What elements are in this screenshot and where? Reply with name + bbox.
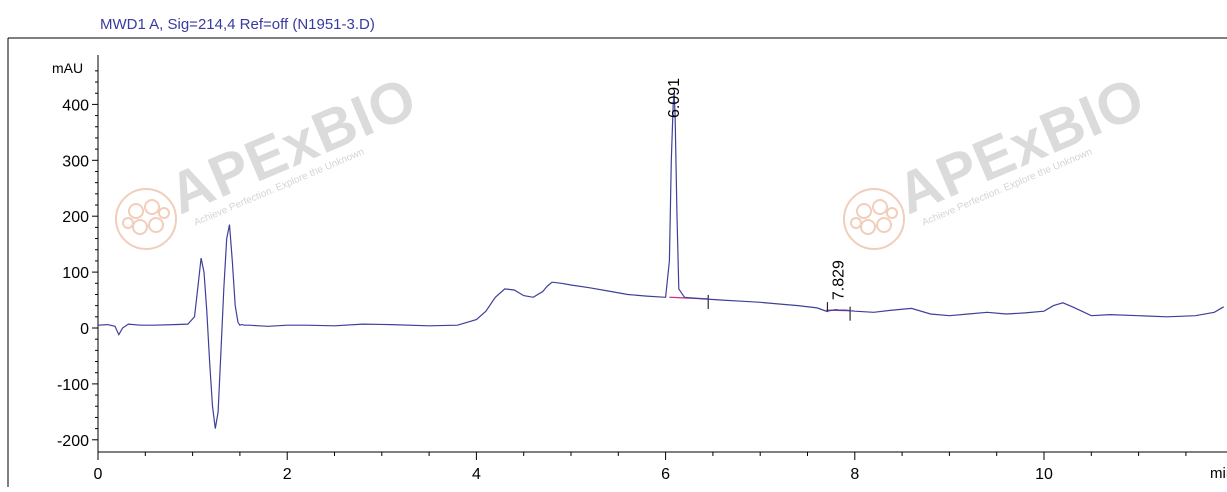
watermark-brand-1: APExBIO [160,65,426,227]
x-axis-label: min [1210,465,1227,482]
y-axis-label: mAU [52,60,83,76]
x-tick-label: 10 [1035,466,1053,483]
peak-labels: 6.091 7.829 [666,78,847,300]
y-tick-label: 100 [62,265,89,282]
watermark-brand-2: APExBIO [888,65,1154,227]
watermark-logo-1: APExBIO Achieve Perfection. Explore the … [115,65,426,250]
peak-label: 6.091 [666,78,683,118]
signal-trace [97,93,1225,429]
peak-label: 7.829 [831,260,848,300]
x-tick-label: 4 [472,466,481,483]
chart-title: MWD1 A, Sig=214,4 Ref=off (N1951-3.D) [100,16,375,33]
y-tick-label: 300 [62,153,89,170]
y-tick-label: 200 [62,209,89,226]
watermark-logo-2: APExBIO Achieve Perfection. Explore the … [843,65,1154,250]
y-tick-label: 400 [62,97,89,114]
x-ticks: 0 2 4 6 8 10 [94,452,1187,483]
watermark-sphere-icon [115,188,177,250]
y-ticks: 400 300 200 100 0 -100 -200 [57,70,98,450]
y-tick-label: 0 [80,321,89,338]
x-tick-label: 0 [94,466,103,483]
y-tick-label: -100 [57,377,89,394]
y-tick-label: -200 [57,433,89,450]
watermark-sphere-icon [843,188,905,250]
x-tick-label: 6 [661,466,670,483]
x-tick-label: 2 [283,466,292,483]
x-tick-label: 8 [850,466,859,483]
